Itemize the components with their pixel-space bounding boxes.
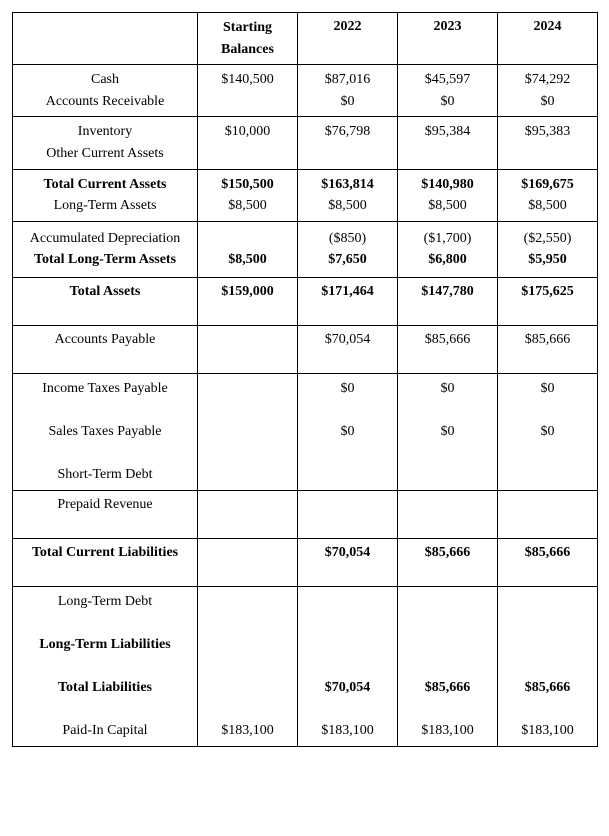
row-label: Long-Term Debt Long-Term Liabilities Tot…: [13, 586, 198, 746]
row-value: $0 $0: [298, 373, 398, 490]
row-value: $10,000: [198, 117, 298, 169]
row-value: $70,054: [298, 538, 398, 586]
row-label: Total Current AssetsLong-Term Assets: [13, 169, 198, 221]
row-value: $70,054: [298, 325, 398, 373]
table-row: Accumulated DepreciationTotal Long-Term …: [13, 221, 598, 277]
table-row: Total Current Liabilities$70,054$85,666$…: [13, 538, 598, 586]
table-row: Income Taxes Payable Sales Taxes Payable…: [13, 373, 598, 490]
row-value: $0 $0: [398, 373, 498, 490]
table-row: Accounts Payable$70,054$85,666$85,666: [13, 325, 598, 373]
row-value: $70,054 $183,100: [298, 586, 398, 746]
table-row: Total Assets$159,000$171,464$147,780$175…: [13, 277, 598, 325]
row-value: [398, 490, 498, 538]
row-value: $175,625: [498, 277, 598, 325]
table-row: CashAccounts Receivable$140,500 $87,016$…: [13, 65, 598, 117]
table-row: Total Current AssetsLong-Term Assets$150…: [13, 169, 598, 221]
row-value: $85,666 $183,100: [398, 586, 498, 746]
header-2023: 2023: [398, 13, 498, 65]
row-value: $183,100: [198, 586, 298, 746]
row-value: $163,814$8,500: [298, 169, 398, 221]
row-value: [198, 325, 298, 373]
header-2022: 2022: [298, 13, 398, 65]
row-value: [498, 490, 598, 538]
row-value: $140,500: [198, 65, 298, 117]
row-value: $74,292$0: [498, 65, 598, 117]
header-row: Starting Balances 2022 2023 2024: [13, 13, 598, 65]
row-value: $45,597$0: [398, 65, 498, 117]
row-value: ($1,700)$6,800: [398, 221, 498, 277]
row-value: $171,464: [298, 277, 398, 325]
row-label: InventoryOther Current Assets: [13, 117, 198, 169]
row-value: $85,666: [398, 325, 498, 373]
row-value: [298, 490, 398, 538]
header-blank: [13, 13, 198, 65]
row-value: $87,016$0: [298, 65, 398, 117]
row-label: CashAccounts Receivable: [13, 65, 198, 117]
row-label: Income Taxes Payable Sales Taxes Payable…: [13, 373, 198, 490]
row-label: Total Current Liabilities: [13, 538, 198, 586]
row-value: [198, 538, 298, 586]
row-value: $140,980$8,500: [398, 169, 498, 221]
row-value: $0 $0: [498, 373, 598, 490]
row-value: $8,500: [198, 221, 298, 277]
header-2024: 2024: [498, 13, 598, 65]
row-value: $85,666: [398, 538, 498, 586]
row-value: $85,666 $183,100: [498, 586, 598, 746]
row-label: Accumulated DepreciationTotal Long-Term …: [13, 221, 198, 277]
header-starting: Starting Balances: [198, 13, 298, 65]
row-value: $85,666: [498, 538, 598, 586]
row-value: $147,780: [398, 277, 498, 325]
row-value: $159,000: [198, 277, 298, 325]
row-value: [198, 490, 298, 538]
balance-sheet-table: Starting Balances 2022 2023 2024 CashAcc…: [12, 12, 598, 747]
row-value: $150,500$8,500: [198, 169, 298, 221]
row-value: [198, 373, 298, 490]
row-label: Total Assets: [13, 277, 198, 325]
row-value: $169,675$8,500: [498, 169, 598, 221]
row-value: $95,383: [498, 117, 598, 169]
row-value: $95,384: [398, 117, 498, 169]
table-row: Long-Term Debt Long-Term Liabilities Tot…: [13, 586, 598, 746]
table-row: Prepaid Revenue: [13, 490, 598, 538]
row-value: $76,798: [298, 117, 398, 169]
row-value: ($2,550)$5,950: [498, 221, 598, 277]
row-label: Accounts Payable: [13, 325, 198, 373]
table-row: InventoryOther Current Assets$10,000 $76…: [13, 117, 598, 169]
row-value: ($850)$7,650: [298, 221, 398, 277]
row-value: $85,666: [498, 325, 598, 373]
row-label: Prepaid Revenue: [13, 490, 198, 538]
